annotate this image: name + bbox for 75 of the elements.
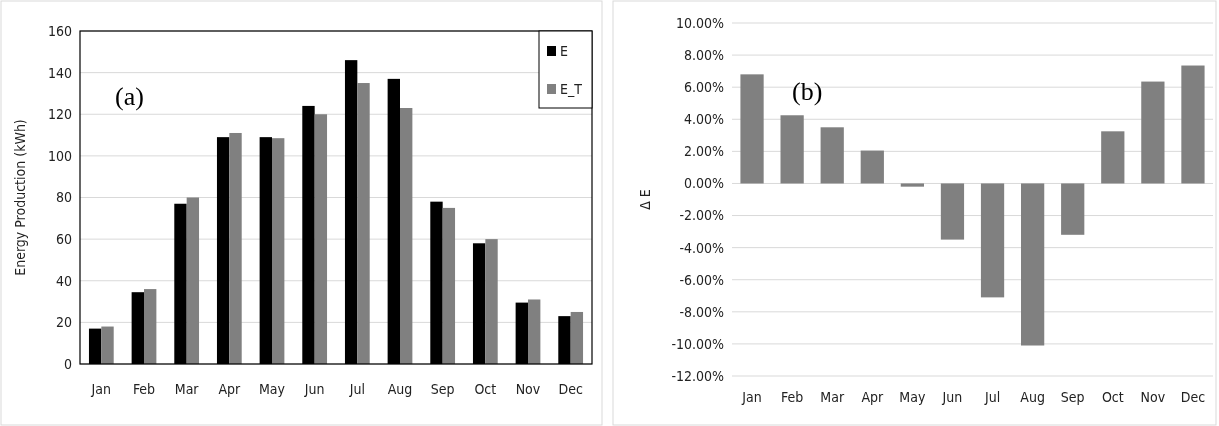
bar: [1021, 183, 1045, 346]
x-tick-label: Dec: [1180, 389, 1206, 405]
x-tick-label: Sep: [1060, 389, 1085, 405]
y-tick-label: 160: [47, 22, 72, 39]
x-tick-label: Mar: [174, 381, 200, 397]
y-tick-label: 140: [47, 64, 72, 81]
y-tick-label: 6.00%: [683, 79, 725, 96]
x-tick-label: Oct: [1101, 389, 1124, 405]
x-tick-label: Oct: [474, 381, 497, 397]
bar: [528, 299, 541, 364]
bar: [940, 183, 965, 240]
bar: [144, 289, 157, 364]
y-tick-label: 20: [55, 314, 72, 331]
x-tick-label: Aug: [1020, 389, 1045, 405]
x-tick-label: May: [899, 389, 926, 405]
x-tick-label: Jun: [303, 381, 325, 397]
bar: [272, 138, 285, 364]
x-tick-label: Jul: [348, 381, 365, 397]
x-tick-label: Dec: [558, 381, 583, 397]
legend-label: E: [560, 42, 568, 59]
bar: [400, 108, 413, 364]
y-tick-label: 0: [63, 355, 72, 372]
x-tick-label: Jan: [90, 381, 112, 397]
bar: [860, 150, 884, 184]
bar: [570, 311, 584, 364]
bar: [229, 132, 242, 364]
x-tick-label: Aug: [387, 381, 413, 397]
y-tick-label: -2.00%: [679, 207, 725, 224]
y-tick-label: -4.00%: [679, 239, 725, 256]
bar: [780, 115, 804, 184]
annotation: (a): [115, 82, 144, 111]
x-tick-label: Apr: [861, 389, 884, 405]
bar: [740, 74, 764, 184]
y-axis-title: Δ E: [637, 189, 653, 210]
x-tick-label: Feb: [132, 381, 156, 397]
y-tick-label: 4.00%: [683, 111, 725, 128]
y-axis-title: Energy Production (kWh): [12, 119, 28, 276]
bar: [980, 183, 1005, 298]
bar: [485, 239, 498, 364]
x-tick-label: Feb: [781, 389, 804, 405]
bar: [186, 197, 200, 364]
bar: [1061, 183, 1085, 235]
annotation: (b): [792, 77, 823, 106]
bar: [101, 326, 114, 364]
y-tick-label: -8.00%: [679, 303, 725, 320]
y-tick-label: 120: [47, 106, 72, 123]
y-tick-label: -10.00%: [671, 335, 725, 352]
x-tick-label: Apr: [218, 381, 242, 397]
bar: [1181, 65, 1205, 184]
x-tick-label: Nov: [515, 381, 541, 397]
bar: [314, 114, 328, 364]
y-tick-label: 40: [55, 272, 72, 289]
y-tick-label: -6.00%: [679, 271, 725, 288]
y-tick-label: 0.00%: [683, 175, 725, 192]
y-tick-label: 60: [55, 231, 72, 248]
y-tick-label: 80: [55, 189, 72, 206]
bar: [820, 127, 844, 184]
legend-label: E_T: [560, 80, 583, 97]
y-tick-label: 2.00%: [683, 143, 725, 160]
x-tick-label: May: [258, 381, 286, 397]
bar: [1141, 81, 1165, 184]
y-tick-label: 8.00%: [683, 46, 725, 63]
x-tick-label: Jul: [983, 389, 1001, 405]
bar: [357, 83, 370, 364]
x-tick-label: Nov: [1140, 389, 1166, 405]
bar: [900, 183, 924, 187]
y-tick-label: 100: [47, 147, 72, 164]
x-tick-label: Mar: [820, 389, 845, 405]
bar: [442, 207, 456, 364]
bar: [1101, 131, 1125, 184]
y-tick-label: -12.00%: [671, 367, 725, 384]
y-tick-label: 10.00%: [675, 14, 725, 31]
x-tick-label: Jan: [741, 389, 762, 405]
x-tick-label: Jun: [941, 389, 963, 405]
x-tick-label: Sep: [430, 381, 455, 397]
